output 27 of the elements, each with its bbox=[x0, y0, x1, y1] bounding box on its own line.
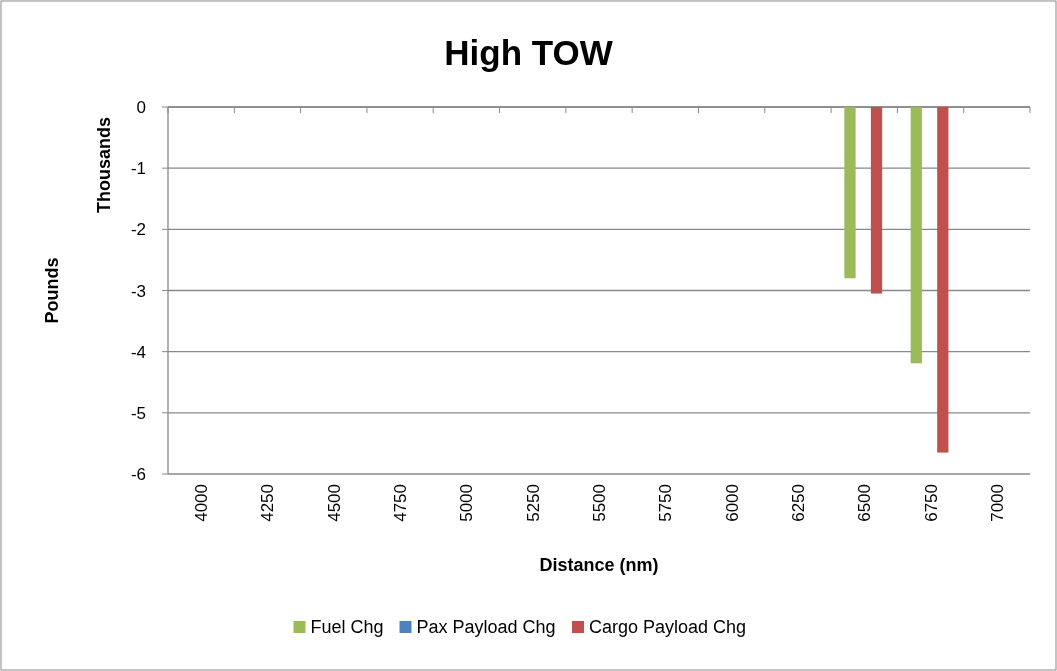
x-tick-label: 5750 bbox=[656, 484, 676, 522]
x-tick-label: 6750 bbox=[921, 484, 941, 522]
x-tick-label: 4750 bbox=[391, 484, 411, 522]
x-axis-title: Distance (nm) bbox=[539, 555, 659, 575]
x-tick-label: 6000 bbox=[722, 484, 742, 522]
y-tick-label: 0 bbox=[136, 98, 146, 117]
x-tick-label: 7000 bbox=[987, 484, 1007, 522]
y-tick-label: -2 bbox=[130, 220, 146, 240]
x-tick-label: 4000 bbox=[192, 484, 212, 522]
x-tick-label: 5000 bbox=[457, 484, 477, 522]
x-tick-label: 4500 bbox=[324, 484, 344, 522]
x-tick-label: 4250 bbox=[258, 484, 278, 522]
text: Thousands bbox=[94, 116, 114, 214]
chart-title: High TOW bbox=[444, 33, 613, 72]
y-tick-label: -1 bbox=[130, 159, 146, 179]
y-axis-title: Pounds bbox=[42, 257, 62, 324]
y-tick-label: -4 bbox=[130, 342, 146, 362]
y-tick-label: -5 bbox=[130, 403, 146, 423]
x-tick-label: 6500 bbox=[855, 484, 875, 522]
y-tick-label: -3 bbox=[130, 281, 146, 301]
legend-label: Pax Payload Chg bbox=[416, 617, 556, 637]
x-tick-label: 6250 bbox=[788, 484, 808, 522]
legend-label: Fuel Chg bbox=[310, 617, 384, 637]
x-tick-label: 5500 bbox=[590, 484, 609, 522]
y-tick-label: -6 bbox=[130, 465, 146, 484]
x-tick-label: 5250 bbox=[523, 484, 543, 522]
legend-label: Cargo Payload Chg bbox=[589, 617, 747, 637]
